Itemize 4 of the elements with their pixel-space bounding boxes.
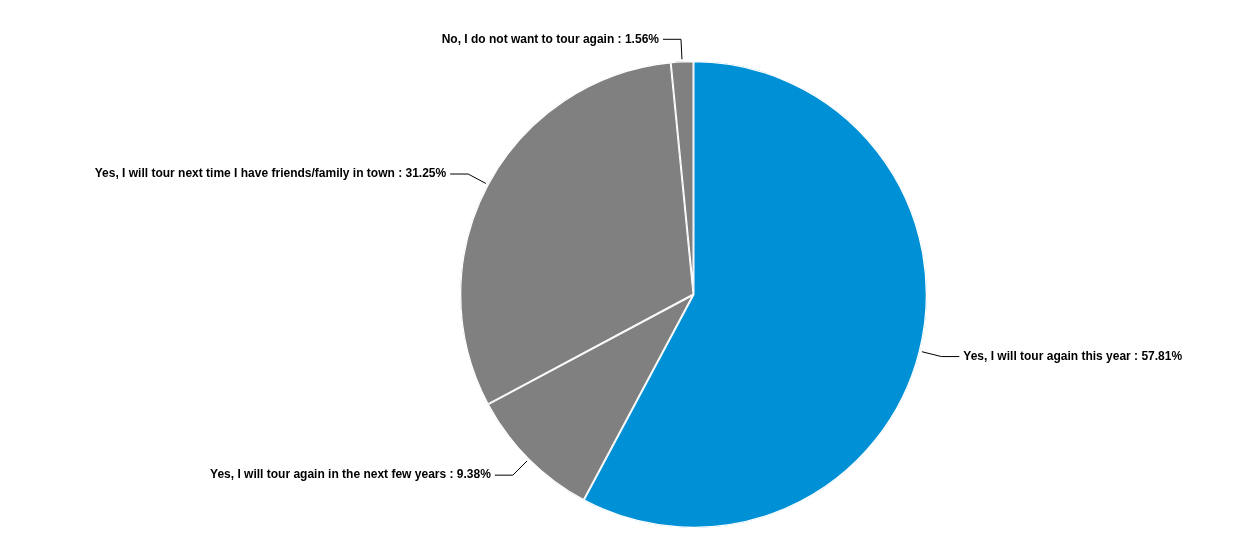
slice-label: Yes, I will tour again this year : 57.81%: [963, 348, 1183, 363]
slice-label: Yes, I will tour next time I have friends/family in town : 31.25%: [94, 166, 447, 181]
slice-label: Yes, I will tour again in the next few years : 9.38%: [210, 467, 492, 482]
slice-label: No, I do not want to tour again : 1.56%: [441, 31, 660, 46]
